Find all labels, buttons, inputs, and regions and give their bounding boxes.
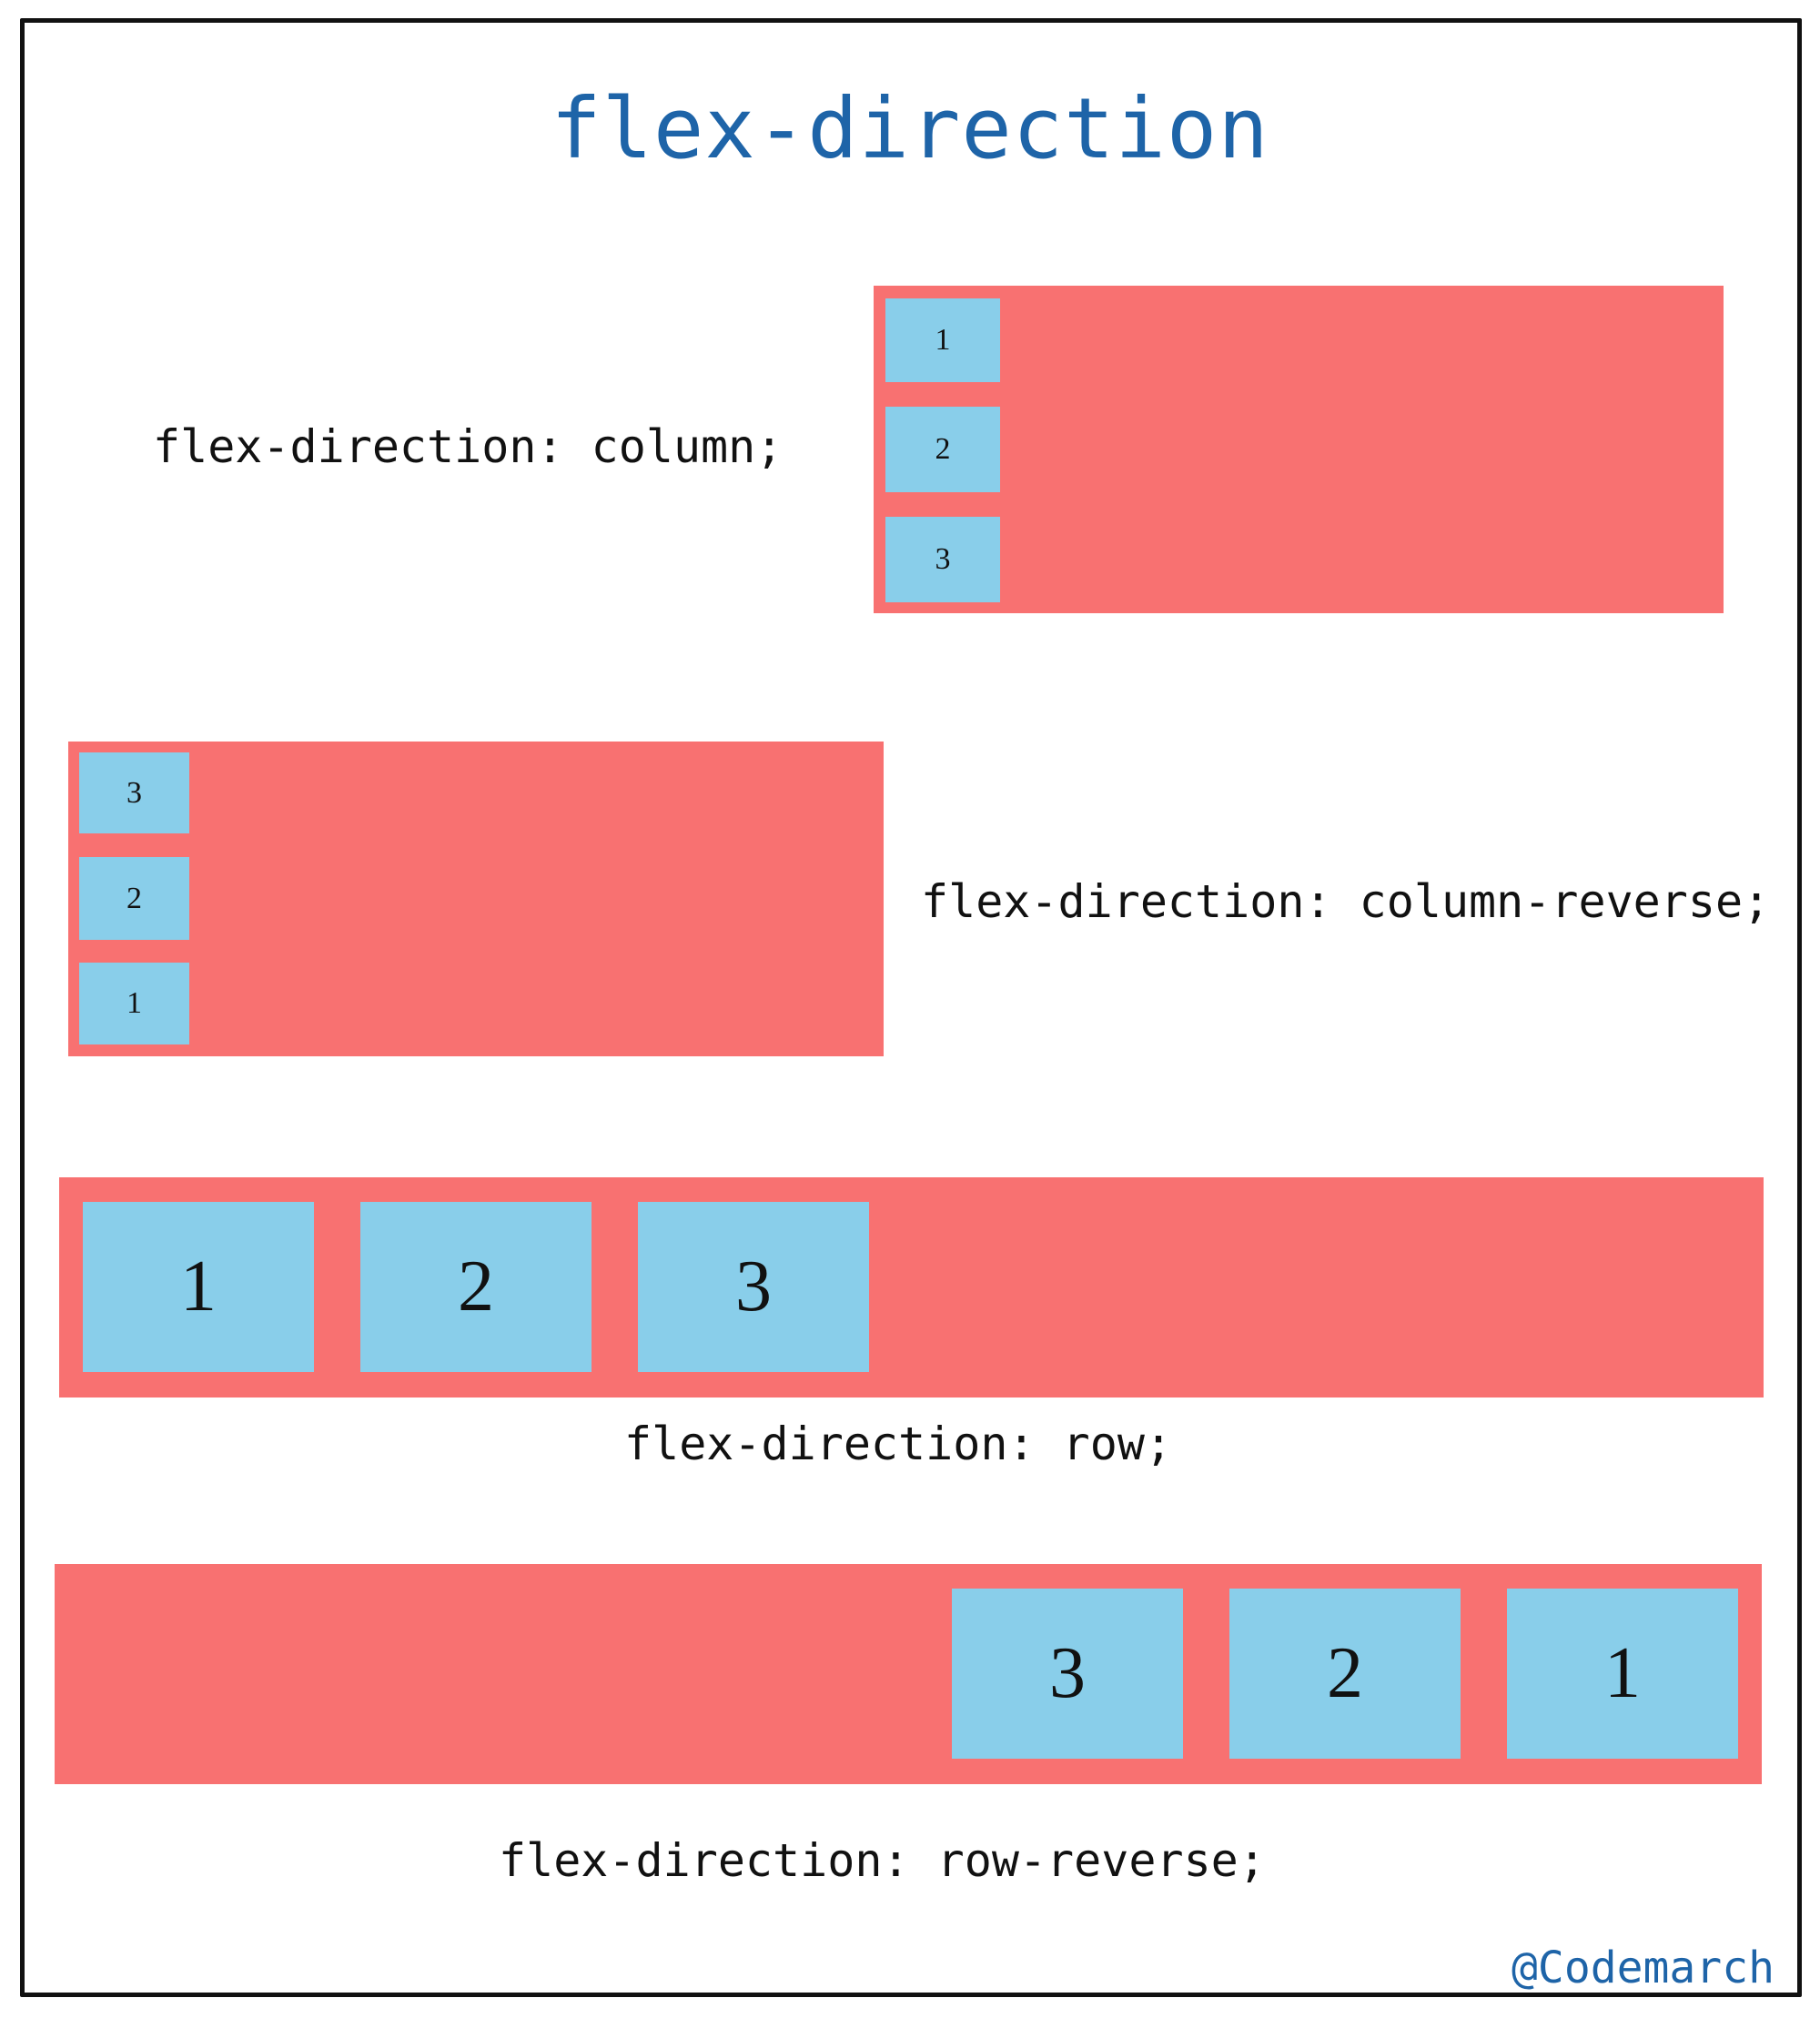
row-label: flex-direction: row; [624, 1418, 1173, 1470]
page-title: flex-direction [551, 80, 1269, 177]
diagram-frame [20, 18, 1802, 1997]
column-reverse-label: flex-direction: column-reverse; [921, 875, 1771, 928]
column-item: 3 [885, 517, 1000, 602]
column-reverse-item: 2 [79, 857, 189, 940]
row-reverse-item: 2 [1229, 1589, 1461, 1759]
credit-handle: @Codemarch [1512, 1942, 1774, 1993]
row-item: 1 [83, 1202, 314, 1372]
column-reverse-item: 1 [79, 963, 189, 1044]
column-item: 2 [885, 407, 1000, 492]
row-reverse-container: 3 2 1 [55, 1564, 1762, 1784]
row-reverse-label: flex-direction: row-reverse; [499, 1834, 1266, 1887]
row-item: 2 [360, 1202, 592, 1372]
column-item: 1 [885, 298, 1000, 382]
column-label: flex-direction: column; [153, 420, 784, 473]
row-reverse-item: 3 [952, 1589, 1183, 1759]
row-container: 1 2 3 [59, 1177, 1764, 1397]
column-reverse-container: 3 2 1 [68, 742, 884, 1056]
row-item: 3 [638, 1202, 869, 1372]
row-reverse-item: 1 [1507, 1589, 1738, 1759]
column-container: 1 2 3 [874, 286, 1724, 613]
column-reverse-item: 3 [79, 752, 189, 833]
